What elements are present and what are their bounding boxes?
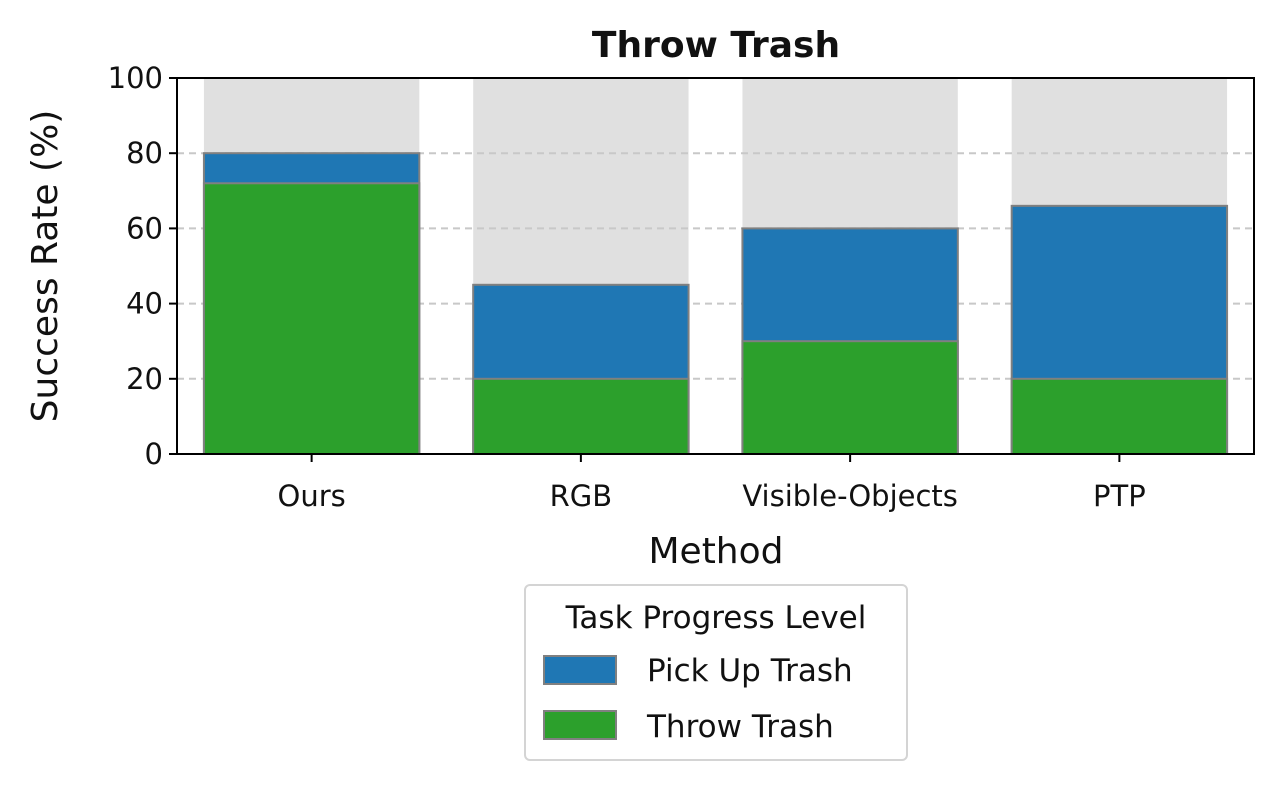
y-tick-label-0: 0 — [145, 437, 163, 471]
legend-swatch-throw-trash — [543, 710, 617, 740]
bar-throw-trash-rgb — [472, 377, 690, 455]
y-tick-label-20: 20 — [126, 362, 163, 396]
legend-title: Task Progress Level — [565, 600, 867, 636]
bar-throw-trash-ptp — [1010, 377, 1229, 455]
legend-frame — [524, 584, 908, 761]
bars — [202, 152, 1229, 456]
y-axis-label: Success Rate (%) — [25, 110, 66, 423]
x-axis-label: Method — [648, 531, 783, 572]
x-axis-ticks: Ours RGB Visible-Objects PTP — [278, 454, 1146, 513]
bar-throw-trash-ours — [202, 182, 421, 455]
x-tick-label-ptp: PTP — [1093, 479, 1146, 513]
x-tick-label-rgb: RGB — [550, 479, 613, 513]
bar-throw-trash-visible-objects — [741, 340, 959, 456]
legend: Task Progress Level Pick Up Trash Throw … — [524, 584, 908, 761]
legend-label-throw-trash: Throw Trash — [646, 709, 834, 745]
x-tick-label-ours: Ours — [278, 479, 346, 513]
legend-label-pick-up-trash: Pick Up Trash — [647, 653, 853, 689]
y-axis-ticks: 0 20 40 60 80 100 — [108, 61, 177, 471]
y-tick-label-60: 60 — [126, 211, 163, 245]
y-tick-label-40: 40 — [126, 287, 163, 321]
y-tick-label-80: 80 — [126, 136, 163, 170]
y-tick-label-100: 100 — [108, 61, 163, 95]
chart-title: Throw Trash — [592, 25, 840, 66]
x-tick-label-visible-objects: Visible-Objects — [742, 479, 958, 513]
plot-frame — [176, 77, 1255, 455]
legend-swatch-pick-up-trash — [543, 655, 617, 685]
